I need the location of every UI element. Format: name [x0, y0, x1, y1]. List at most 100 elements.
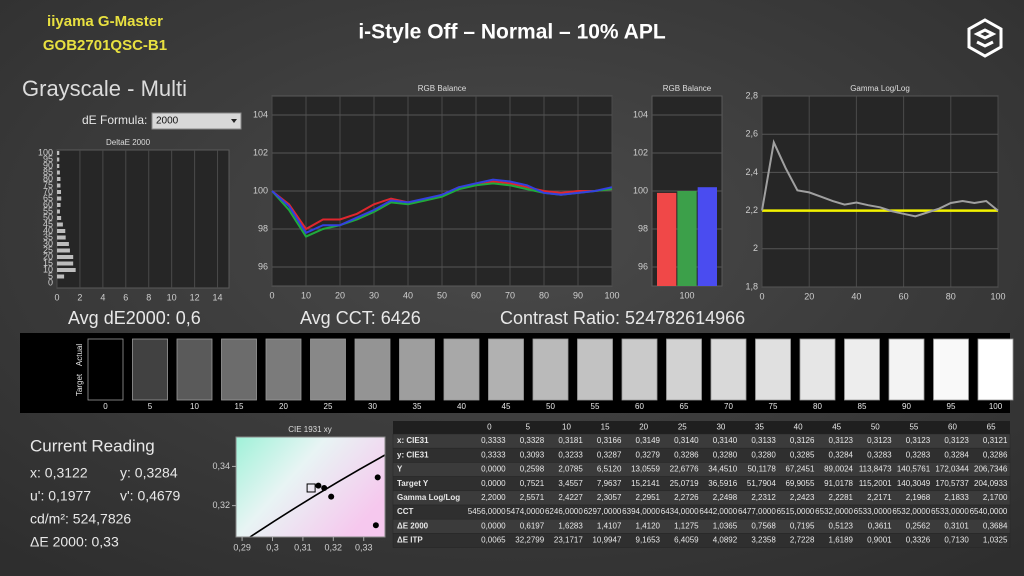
- table-cell: 2,1700: [983, 493, 1008, 502]
- formula-select[interactable]: [151, 112, 242, 130]
- logo: [967, 18, 1003, 58]
- table-cell: 7,9637: [597, 479, 622, 488]
- dropdown-arrow[interactable]: [231, 119, 237, 123]
- x-tick-label: 80: [539, 290, 549, 300]
- table-cell: 6532,0000: [815, 507, 853, 516]
- table-cell: 6477,0000: [738, 507, 776, 516]
- swatch: [221, 338, 257, 401]
- y-tick-label: 102: [633, 147, 648, 157]
- swatch: [532, 338, 569, 401]
- y-tick-label: 96: [638, 261, 648, 271]
- x-tick-label: 0,33: [355, 542, 373, 552]
- table-cell: 0,2598: [520, 465, 545, 474]
- reading-item: x: 0,3122: [30, 465, 88, 481]
- table-header-cell: 50: [871, 423, 880, 432]
- bar: [57, 170, 60, 175]
- table-cell: 1,1275: [674, 521, 699, 530]
- table-header-cell: 10: [562, 423, 571, 432]
- x-tick-label: 100: [679, 290, 694, 300]
- table-cell: 3,4557: [558, 479, 583, 488]
- table-header-cell: 65: [987, 423, 996, 432]
- table-cell: 0,3284: [829, 450, 854, 459]
- series-line: [271, 178, 613, 235]
- table-cell: 6532,0000: [892, 507, 930, 516]
- table-cell: 0,5123: [829, 521, 854, 530]
- table-row-label: ΔE ITP: [397, 536, 423, 545]
- x-tick-label: 70: [505, 290, 515, 300]
- swatch-level: 65: [680, 402, 689, 411]
- table-cell: 5474,0000: [506, 507, 544, 516]
- bar: [57, 222, 63, 227]
- formula-value[interactable]: 2000: [156, 116, 179, 127]
- point: [374, 474, 381, 481]
- table-row-label: ΔE 2000: [397, 521, 429, 530]
- table-cell: 2,2951: [636, 493, 661, 502]
- table-cell: 0,3283: [867, 450, 892, 459]
- bar: [57, 177, 61, 181]
- x-tick-label: 12: [190, 292, 200, 302]
- x-tick-label: 10: [301, 290, 311, 300]
- table-header-cell: 25: [678, 423, 687, 432]
- bar: [697, 187, 717, 286]
- swatch-level: 40: [457, 402, 466, 411]
- table-cell: 0,3280: [751, 450, 776, 459]
- y-tick-label: 60: [43, 199, 53, 209]
- stat: Avg CCT: 6426: [300, 308, 421, 328]
- table-cell: 4,0892: [713, 536, 738, 545]
- table-cell: 1,0365: [713, 521, 738, 530]
- table-cell: 0,3123: [906, 436, 931, 445]
- swatch: [844, 338, 880, 401]
- table-cell: 2,1968: [906, 493, 931, 502]
- x-tick-label: 0,3: [266, 542, 279, 552]
- swatch: [621, 338, 658, 401]
- swatch: [310, 338, 346, 401]
- table-cell: 2,5571: [520, 493, 545, 502]
- x-tick-label: 20: [335, 290, 345, 300]
- swatch: [399, 338, 435, 401]
- table-cell: 2,7228: [790, 536, 815, 545]
- chart-title: CIE 1931 xy: [288, 425, 332, 434]
- bar: [677, 191, 697, 286]
- swatch-level: 15: [235, 402, 244, 411]
- table-cell: 0,3093: [520, 450, 545, 459]
- table-cell: 2,1833: [944, 493, 969, 502]
- formula-label: dE Formula:: [82, 113, 147, 127]
- bar: [57, 190, 62, 194]
- table-cell: 0,3684: [983, 521, 1008, 530]
- table-cell: 2,2312: [751, 493, 776, 502]
- table-header-cell: 45: [832, 423, 841, 432]
- bar: [57, 216, 62, 220]
- table-cell: 23,1717: [554, 536, 583, 545]
- y-tick-label: 100: [38, 147, 53, 157]
- cie-plot: [236, 437, 385, 537]
- reading-item: cd/m²: 524,7826: [30, 511, 131, 527]
- table-cell: 0,3285: [790, 450, 815, 459]
- point: [321, 484, 328, 491]
- table-cell: 6434,0000: [661, 507, 699, 516]
- table-cell: 1,0325: [983, 536, 1008, 545]
- table-cell: 0,3140: [674, 436, 699, 445]
- x-tick-label: 80: [946, 291, 956, 301]
- swatch: [933, 338, 969, 401]
- table-cell: 6,4059: [674, 536, 699, 545]
- swatch-level: 45: [502, 402, 511, 411]
- table-cell: 2,3057: [597, 493, 622, 502]
- chart-title: DeltaE 2000: [106, 138, 151, 147]
- bar: [57, 203, 61, 207]
- table-cell: 0,3123: [944, 436, 969, 445]
- table-cell: 0,3280: [713, 450, 738, 459]
- swatch: [176, 338, 213, 401]
- swatch-level: 85: [858, 402, 867, 411]
- table-cell: 2,0785: [558, 465, 583, 474]
- x-tick-label: 14: [213, 292, 223, 302]
- table-cell: 6515,0000: [777, 507, 815, 516]
- table-cell: 2,2423: [790, 493, 815, 502]
- swatch: [799, 338, 836, 401]
- table-cell: 25,0719: [670, 479, 699, 488]
- table-cell: 0,3149: [636, 436, 661, 445]
- table-cell: 0,3287: [597, 450, 622, 459]
- table-cell: 1,4107: [597, 521, 622, 530]
- table-row-label: Y: [397, 465, 403, 474]
- table-cell: 0,9001: [867, 536, 892, 545]
